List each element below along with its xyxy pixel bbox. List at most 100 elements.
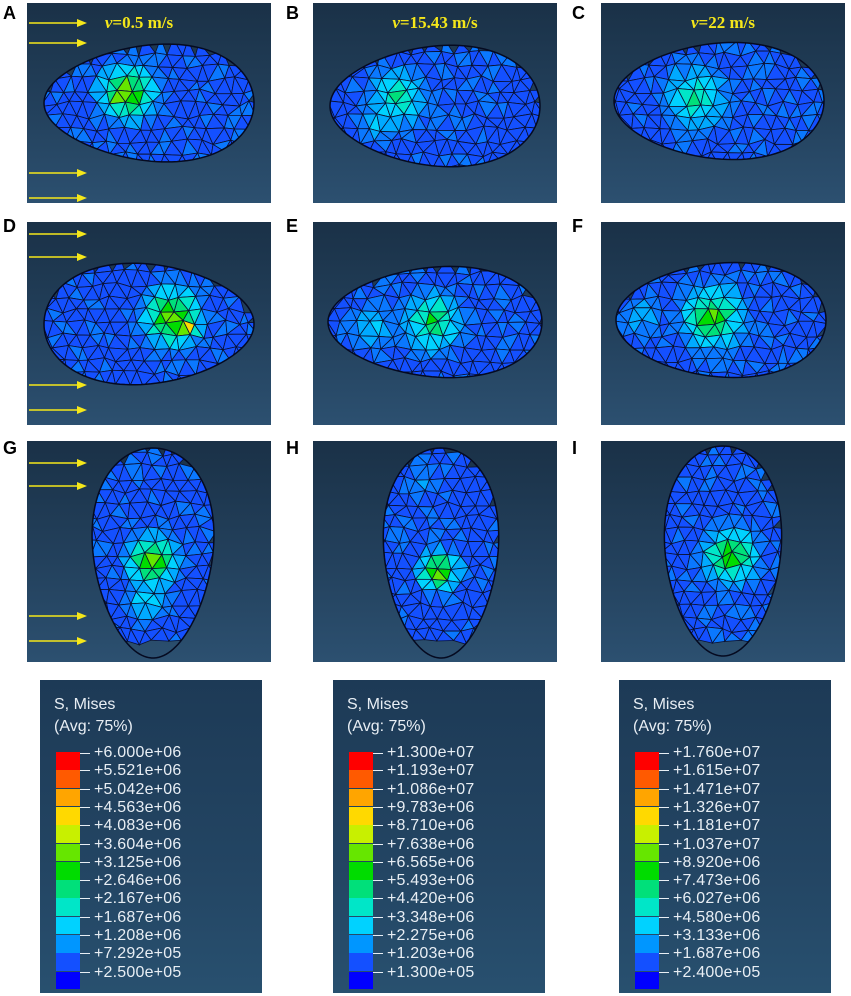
load-arrow-head xyxy=(77,381,87,389)
mesh-element xyxy=(614,100,617,120)
legend-value: +1.615e+07 xyxy=(673,762,761,780)
legend-tick xyxy=(80,806,90,808)
legend-tick xyxy=(659,788,669,790)
mesh-outline xyxy=(613,41,825,161)
mesh-elements xyxy=(328,266,542,378)
legend-tick xyxy=(80,880,90,882)
panel-letter-h: H xyxy=(286,438,299,458)
mesh-element xyxy=(471,374,489,378)
mesh-element xyxy=(92,566,97,580)
mesh-element xyxy=(756,370,770,378)
legend-value: +7.638e+06 xyxy=(387,835,475,853)
mesh-element xyxy=(230,139,244,154)
legend-swatch xyxy=(635,806,659,825)
mesh-element xyxy=(345,54,366,69)
legend-value: +1.326e+07 xyxy=(673,798,761,816)
mesh-element xyxy=(92,513,94,530)
legend-tick xyxy=(373,788,383,790)
legend-tick xyxy=(80,825,90,827)
legend-value: +1.687e+06 xyxy=(94,908,182,926)
legend-3: S, Mises (Avg: 75%) +1.760e+07 +1.615e+07 +1… xyxy=(619,680,831,993)
panel-f xyxy=(601,222,845,425)
load-arrow-head xyxy=(77,406,87,414)
mesh-element xyxy=(126,627,141,646)
mesh-element xyxy=(696,369,712,378)
legend-value: +3.348e+06 xyxy=(387,908,475,926)
mesh-elements xyxy=(614,42,825,160)
legend-tick xyxy=(80,770,90,772)
mesh-element xyxy=(452,373,471,378)
legend-tick xyxy=(373,935,383,936)
panel-c: v=22 m/s xyxy=(601,3,845,203)
panel-h xyxy=(313,441,557,662)
legend-value: +1.300e+05 xyxy=(387,963,475,981)
legend-value: +2.167e+06 xyxy=(94,890,182,908)
legend-swatch xyxy=(349,770,373,789)
velocity-label-c: v=22 m/s xyxy=(691,13,755,32)
mesh-element xyxy=(452,630,468,646)
legend-swatch xyxy=(635,898,659,917)
mesh-outline xyxy=(615,261,827,379)
legend-value: +2.400e+05 xyxy=(673,963,761,981)
legend-tick xyxy=(659,935,669,936)
legend-tick xyxy=(373,843,383,845)
mesh-d xyxy=(29,230,255,414)
mesh-element xyxy=(698,626,713,644)
panel-letter-c: C xyxy=(572,3,585,23)
legend-2: S, Mises (Avg: 75%) +1.300e+07 +1.193e+07 +1… xyxy=(333,680,545,993)
mesh-element xyxy=(421,370,442,378)
mesh-element xyxy=(807,128,825,140)
legend-tick xyxy=(659,916,669,918)
legend-swatch xyxy=(635,935,659,953)
mesh-outline xyxy=(329,44,541,168)
legend-value: +4.083e+06 xyxy=(94,817,182,835)
legend-swatch xyxy=(635,825,659,843)
legend-value: +1.208e+06 xyxy=(94,927,182,944)
mesh-elements xyxy=(616,262,827,378)
mesh-element xyxy=(383,529,386,544)
mesh-element xyxy=(92,525,97,541)
legend-swatch xyxy=(56,806,80,825)
mesh-element xyxy=(330,117,336,133)
mesh-element xyxy=(723,631,743,642)
legend-subtitle: (Avg: 75%) xyxy=(54,718,133,735)
legend-value: +5.521e+06 xyxy=(94,762,182,780)
mesh-element xyxy=(395,452,410,467)
legend-swatch xyxy=(635,971,659,990)
legend-value: +3.604e+06 xyxy=(94,835,182,853)
legend-tick xyxy=(659,806,669,808)
panel-letter-b: B xyxy=(286,3,299,23)
panel-letter-e: E xyxy=(286,216,299,236)
legend-value: +1.300e+07 xyxy=(387,744,475,761)
velocity-label-a: v=0.5 m/s xyxy=(104,13,174,32)
mesh-outline xyxy=(91,447,215,659)
legend-tick xyxy=(373,971,383,973)
legend-swatch xyxy=(56,825,80,843)
mesh-element xyxy=(816,113,825,131)
mesh-element xyxy=(208,542,214,554)
mesh-element xyxy=(424,626,438,642)
mesh-element xyxy=(44,337,49,349)
mesh-element xyxy=(618,113,634,130)
legend-swatch xyxy=(349,788,373,807)
legend-value: +1.687e+06 xyxy=(673,945,761,963)
legend-swatch xyxy=(56,770,80,789)
legend-tick xyxy=(80,788,90,790)
mesh-element xyxy=(92,602,108,618)
legend-title: S, Mises xyxy=(633,696,695,713)
mesh-element xyxy=(614,89,617,108)
mesh-element xyxy=(614,114,620,129)
legend-value: +7.292e+05 xyxy=(94,945,182,963)
legend-tick xyxy=(373,880,383,882)
mesh-outline xyxy=(663,445,783,657)
legend-value: +6.565e+06 xyxy=(387,853,475,871)
legend-value: +8.920e+06 xyxy=(673,853,761,871)
mesh-element xyxy=(51,358,68,374)
legend-tick xyxy=(373,770,383,772)
legend-tick xyxy=(659,953,669,955)
mesh-element xyxy=(45,358,66,372)
mesh-outline xyxy=(382,447,500,659)
mesh-h xyxy=(382,447,500,659)
legend-swatch xyxy=(56,843,80,862)
legend-swatch xyxy=(635,770,659,789)
